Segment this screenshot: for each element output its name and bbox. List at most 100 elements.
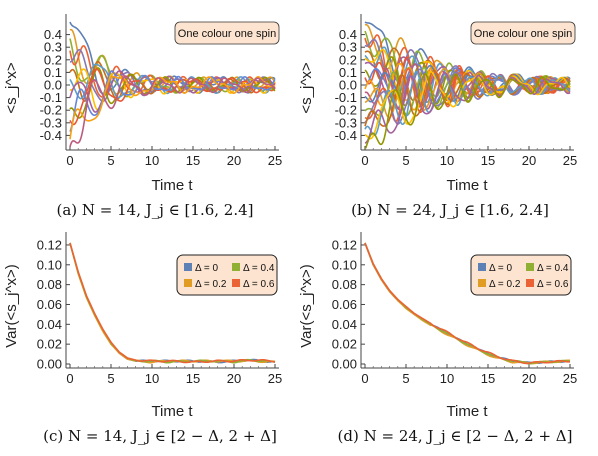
annotation-box-b xyxy=(470,21,576,45)
spin-line-b xyxy=(364,68,571,125)
y-tick-label-c: 0.00 xyxy=(37,357,62,372)
y-tick-label-a: -0.3 xyxy=(40,115,62,130)
y-tick-label-d: 0.00 xyxy=(332,357,357,372)
xlabel-a: Time t xyxy=(151,177,193,194)
panel-c: 0 5 10 15 20 25 0.00 0.02 0.04 0.06 0.08 0.10 0.12 Δ … xyxy=(37,232,282,386)
x-tick-label-a: 5 xyxy=(107,153,114,168)
y-tick-label-c: 0.12 xyxy=(37,237,62,252)
y-tick-label-b: 0.3 xyxy=(339,40,357,55)
y-tick-label-b: 0.2 xyxy=(339,52,357,67)
y-tick-label-b: -0.1 xyxy=(335,90,357,105)
x-tick-label-d: 0 xyxy=(361,371,368,386)
variance-line-c xyxy=(69,242,276,364)
caption-c: (c) N = 14, J_j ∈ [2 − Δ, 2 + Δ] xyxy=(43,427,277,445)
legend-label-d: Δ = 0.4 xyxy=(537,263,569,274)
legend-swatch-c xyxy=(184,263,192,271)
y-tick-label-a: -0.1 xyxy=(40,90,62,105)
spin-line-a xyxy=(69,75,276,148)
y-tick-label-c: 0.04 xyxy=(37,317,62,332)
y-tick-label-b: -0.4 xyxy=(335,128,357,143)
x-tick-label-d: 10 xyxy=(440,371,454,386)
xlabel-c: Time t xyxy=(151,403,193,420)
x-tick-label-d: 15 xyxy=(481,371,495,386)
legend-swatch-c xyxy=(232,263,240,271)
x-tick-label-c: 5 xyxy=(107,371,114,386)
xlabel-b: Time t xyxy=(446,177,488,194)
y-tick-label-c: 0.08 xyxy=(37,277,62,292)
legend-label-c: Δ = 0.6 xyxy=(243,279,275,290)
variance-line-d xyxy=(364,242,571,365)
annotation-box-a xyxy=(174,21,280,45)
legend-label-d: Δ = 0.2 xyxy=(489,279,521,290)
x-tick-label-a: 25 xyxy=(268,153,282,168)
y-tick-label-a: 0.2 xyxy=(44,52,62,67)
x-tick-label-a: 0 xyxy=(66,153,73,168)
y-tick-label-b: 0.4 xyxy=(339,27,357,42)
legend-label-c: Δ = 0 xyxy=(195,263,219,274)
y-tick-label-d: 0.06 xyxy=(332,297,357,312)
panel-a: 0 5 10 15 20 25 -0.4-0.3-0.2-0.10.00.10.20.30.… xyxy=(40,14,282,168)
x-tick-label-d: 25 xyxy=(563,371,577,386)
y-tick-label-c: 0.06 xyxy=(37,297,62,312)
ylabel-c: Var(<s_j^x>) xyxy=(3,264,20,347)
y-tick-label-d: 0.02 xyxy=(332,337,357,352)
y-tick-label-a: 0.0 xyxy=(44,78,62,93)
legend-swatch-d xyxy=(478,263,486,271)
x-tick-label-c: 10 xyxy=(145,371,159,386)
y-tick-label-d: 0.04 xyxy=(332,317,357,332)
x-tick-label-b: 0 xyxy=(361,153,368,168)
annotation-text-b: One colour one spin xyxy=(474,28,572,40)
ylabel-a: <s_j^x> xyxy=(3,62,20,113)
xlabel-d: Time t xyxy=(446,403,488,420)
legend-label-c: Δ = 0.2 xyxy=(195,279,227,290)
x-tick-label-d: 5 xyxy=(402,371,409,386)
panel-d: 0 5 10 15 20 25 0.00 0.02 0.04 0.06 0.08 0.10 0.12 Δ … xyxy=(332,232,577,386)
y-tick-label-b: -0.3 xyxy=(335,115,357,130)
y-tick-label-a: 0.3 xyxy=(44,40,62,55)
ylabel-d: Var(<s_j^x>) xyxy=(298,264,315,347)
x-tick-label-b: 10 xyxy=(440,153,454,168)
caption-a: (a) N = 14, J_j ∈ [1.6, 2.4] xyxy=(56,201,253,219)
spin-line-b xyxy=(364,69,571,127)
spin-line-a xyxy=(69,63,276,100)
legend-box-d xyxy=(470,254,572,296)
annotation-text-a: One colour one spin xyxy=(178,28,276,40)
x-tick-label-c: 15 xyxy=(186,371,200,386)
x-tick-label-a: 10 xyxy=(145,153,159,168)
y-tick-label-a: 0.1 xyxy=(44,65,62,80)
y-tick-label-d: 0.12 xyxy=(332,237,357,252)
y-tick-label-a: -0.4 xyxy=(40,128,62,143)
legend-box-c xyxy=(176,254,278,296)
legend-swatch-d xyxy=(526,279,534,287)
legend-label-d: Δ = 0 xyxy=(489,263,513,274)
x-tick-label-a: 20 xyxy=(227,153,241,168)
legend-swatch-c xyxy=(232,279,240,287)
x-tick-label-d: 20 xyxy=(522,371,536,386)
x-tick-label-a: 15 xyxy=(186,153,200,168)
y-tick-label-b: 0.1 xyxy=(339,65,357,80)
y-tick-label-a: -0.2 xyxy=(40,103,62,118)
y-tick-label-c: 0.02 xyxy=(37,337,62,352)
legend-swatch-d xyxy=(478,279,486,287)
y-tick-label-d: 0.10 xyxy=(332,257,357,272)
panel-b: 0 5 10 15 20 25 -0.4-0.3-0.2-0.10.00.10.20.30.… xyxy=(335,14,577,168)
x-tick-label-c: 25 xyxy=(268,371,282,386)
legend-swatch-d xyxy=(526,263,534,271)
spin-line-b xyxy=(364,71,571,144)
ylabel-b: <s_j^x> xyxy=(298,62,315,113)
legend-label-d: Δ = 0.6 xyxy=(537,279,569,290)
legend-swatch-c xyxy=(184,279,192,287)
y-tick-label-d: 0.08 xyxy=(332,277,357,292)
x-tick-label-c: 0 xyxy=(66,371,73,386)
spin-line-b xyxy=(364,68,571,123)
x-tick-label-b: 5 xyxy=(402,153,409,168)
legend-label-c: Δ = 0.4 xyxy=(243,263,275,274)
x-tick-label-c: 20 xyxy=(227,371,241,386)
y-tick-label-b: 0.0 xyxy=(339,78,357,93)
x-tick-label-b: 25 xyxy=(563,153,577,168)
x-tick-label-b: 15 xyxy=(481,153,495,168)
y-tick-label-c: 0.10 xyxy=(37,257,62,272)
caption-b: (b) N = 24, J_j ∈ [1.6, 2.4] xyxy=(351,201,549,219)
y-tick-label-b: -0.2 xyxy=(335,103,357,118)
